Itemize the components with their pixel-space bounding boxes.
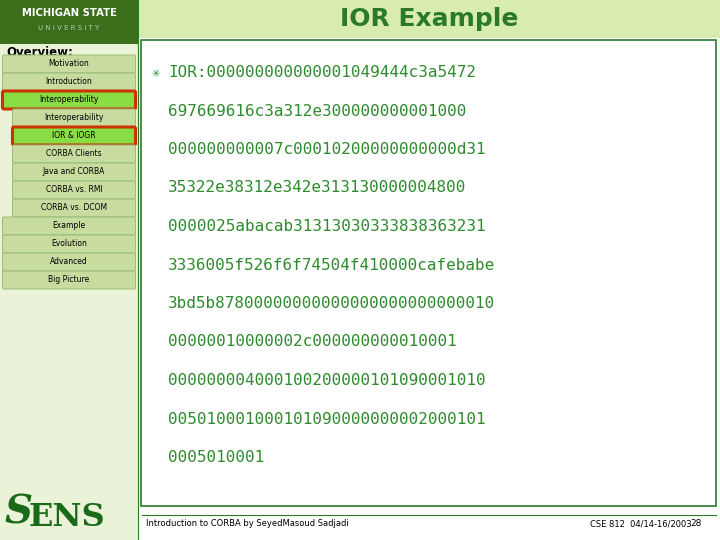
Text: 0000025abacab31313030333838363231: 0000025abacab31313030333838363231 xyxy=(168,219,485,234)
Text: CORBA Clients: CORBA Clients xyxy=(46,150,102,159)
Text: IOR:000000000000001049444c3a5472: IOR:000000000000001049444c3a5472 xyxy=(168,65,476,80)
Bar xyxy=(0,0,138,44)
Text: 3336005f526f6f74504f410000cafebabe: 3336005f526f6f74504f410000cafebabe xyxy=(168,258,495,273)
Text: 000000004000100200000101090001010: 000000004000100200000101090001010 xyxy=(168,373,485,388)
Bar xyxy=(138,0,720,38)
Text: CORBA vs. DCOM: CORBA vs. DCOM xyxy=(41,204,107,213)
Text: 00000010000002c000000000010001: 00000010000002c000000000010001 xyxy=(168,334,456,349)
Text: 0005010001: 0005010001 xyxy=(168,450,264,465)
Text: Introduction to CORBA by SeyedMasoud Sadjadi: Introduction to CORBA by SeyedMasoud Sad… xyxy=(146,519,348,529)
Text: Advanced: Advanced xyxy=(50,258,88,267)
FancyBboxPatch shape xyxy=(12,145,135,163)
Bar xyxy=(141,40,716,506)
Text: 35322e38312e342e313130000004800: 35322e38312e342e313130000004800 xyxy=(168,180,467,195)
FancyBboxPatch shape xyxy=(2,55,135,73)
FancyBboxPatch shape xyxy=(12,181,135,199)
Text: 28: 28 xyxy=(690,519,702,529)
Text: Example: Example xyxy=(53,221,86,231)
Text: ✳: ✳ xyxy=(152,66,161,80)
Text: Overview:: Overview: xyxy=(6,45,73,58)
Text: 697669616c3a312e300000000001000: 697669616c3a312e300000000001000 xyxy=(168,104,467,118)
FancyBboxPatch shape xyxy=(2,235,135,253)
Text: 005010001000101090000000002000101: 005010001000101090000000002000101 xyxy=(168,411,485,427)
FancyBboxPatch shape xyxy=(12,127,135,145)
Text: CSE 812  04/14-16/2003: CSE 812 04/14-16/2003 xyxy=(590,519,692,529)
Text: IOR & IOGR: IOR & IOGR xyxy=(52,132,96,140)
Text: Introduction: Introduction xyxy=(45,78,92,86)
Bar xyxy=(138,0,720,540)
Text: MICHIGAN STATE: MICHIGAN STATE xyxy=(22,8,117,18)
Text: Interoperability: Interoperability xyxy=(45,113,104,123)
Text: Motivation: Motivation xyxy=(49,59,89,69)
FancyBboxPatch shape xyxy=(12,199,135,217)
Text: Java and CORBA: Java and CORBA xyxy=(42,167,105,177)
FancyBboxPatch shape xyxy=(2,217,135,235)
Text: ENS: ENS xyxy=(28,502,104,532)
FancyBboxPatch shape xyxy=(12,109,135,127)
Text: 000000000007c00010200000000000d31: 000000000007c00010200000000000d31 xyxy=(168,142,485,157)
Bar xyxy=(0,0,138,540)
FancyBboxPatch shape xyxy=(2,91,135,109)
FancyBboxPatch shape xyxy=(12,163,135,181)
Text: Big Picture: Big Picture xyxy=(48,275,89,285)
Text: Interoperability: Interoperability xyxy=(40,96,99,105)
Text: CORBA vs. RMI: CORBA vs. RMI xyxy=(45,186,102,194)
FancyBboxPatch shape xyxy=(2,73,135,91)
FancyBboxPatch shape xyxy=(2,253,135,271)
Text: U N I V E R S I T Y: U N I V E R S I T Y xyxy=(38,25,99,31)
Text: S: S xyxy=(4,493,32,531)
Text: Evolution: Evolution xyxy=(51,240,87,248)
Text: IOR Example: IOR Example xyxy=(340,7,518,31)
FancyBboxPatch shape xyxy=(2,271,135,289)
Text: 3bd5b87800000000000000000000000010: 3bd5b87800000000000000000000000010 xyxy=(168,296,495,311)
